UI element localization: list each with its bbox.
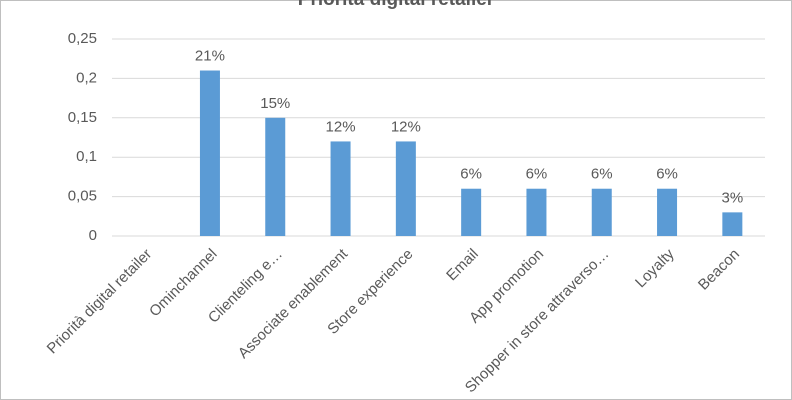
y-tick-label: 0,15: [68, 109, 97, 126]
bar: [265, 117, 286, 236]
bar: [591, 188, 612, 236]
value-label: 3%: [722, 189, 744, 206]
value-label: 6%: [656, 166, 678, 183]
y-tick-label: 0: [89, 227, 97, 244]
value-label: 15%: [260, 95, 290, 112]
bar: [657, 188, 678, 236]
bar: [395, 141, 416, 236]
value-label: 12%: [326, 118, 356, 135]
bar: [722, 212, 743, 236]
value-label: 12%: [391, 118, 421, 135]
chart-title: Priorità digital retailer: [298, 0, 495, 10]
bar: [461, 188, 482, 236]
y-tick-label: 0,05: [68, 188, 97, 205]
bar: [526, 188, 547, 236]
value-label: 21%: [195, 47, 225, 64]
y-tick-label: 0,25: [68, 30, 97, 47]
value-label: 6%: [526, 166, 548, 183]
y-tick-label: 0,2: [76, 69, 97, 86]
bar: [199, 70, 220, 237]
value-label: 6%: [591, 166, 613, 183]
value-label: 6%: [460, 166, 482, 183]
bar: [330, 141, 351, 236]
y-tick-label: 0,1: [76, 148, 97, 165]
